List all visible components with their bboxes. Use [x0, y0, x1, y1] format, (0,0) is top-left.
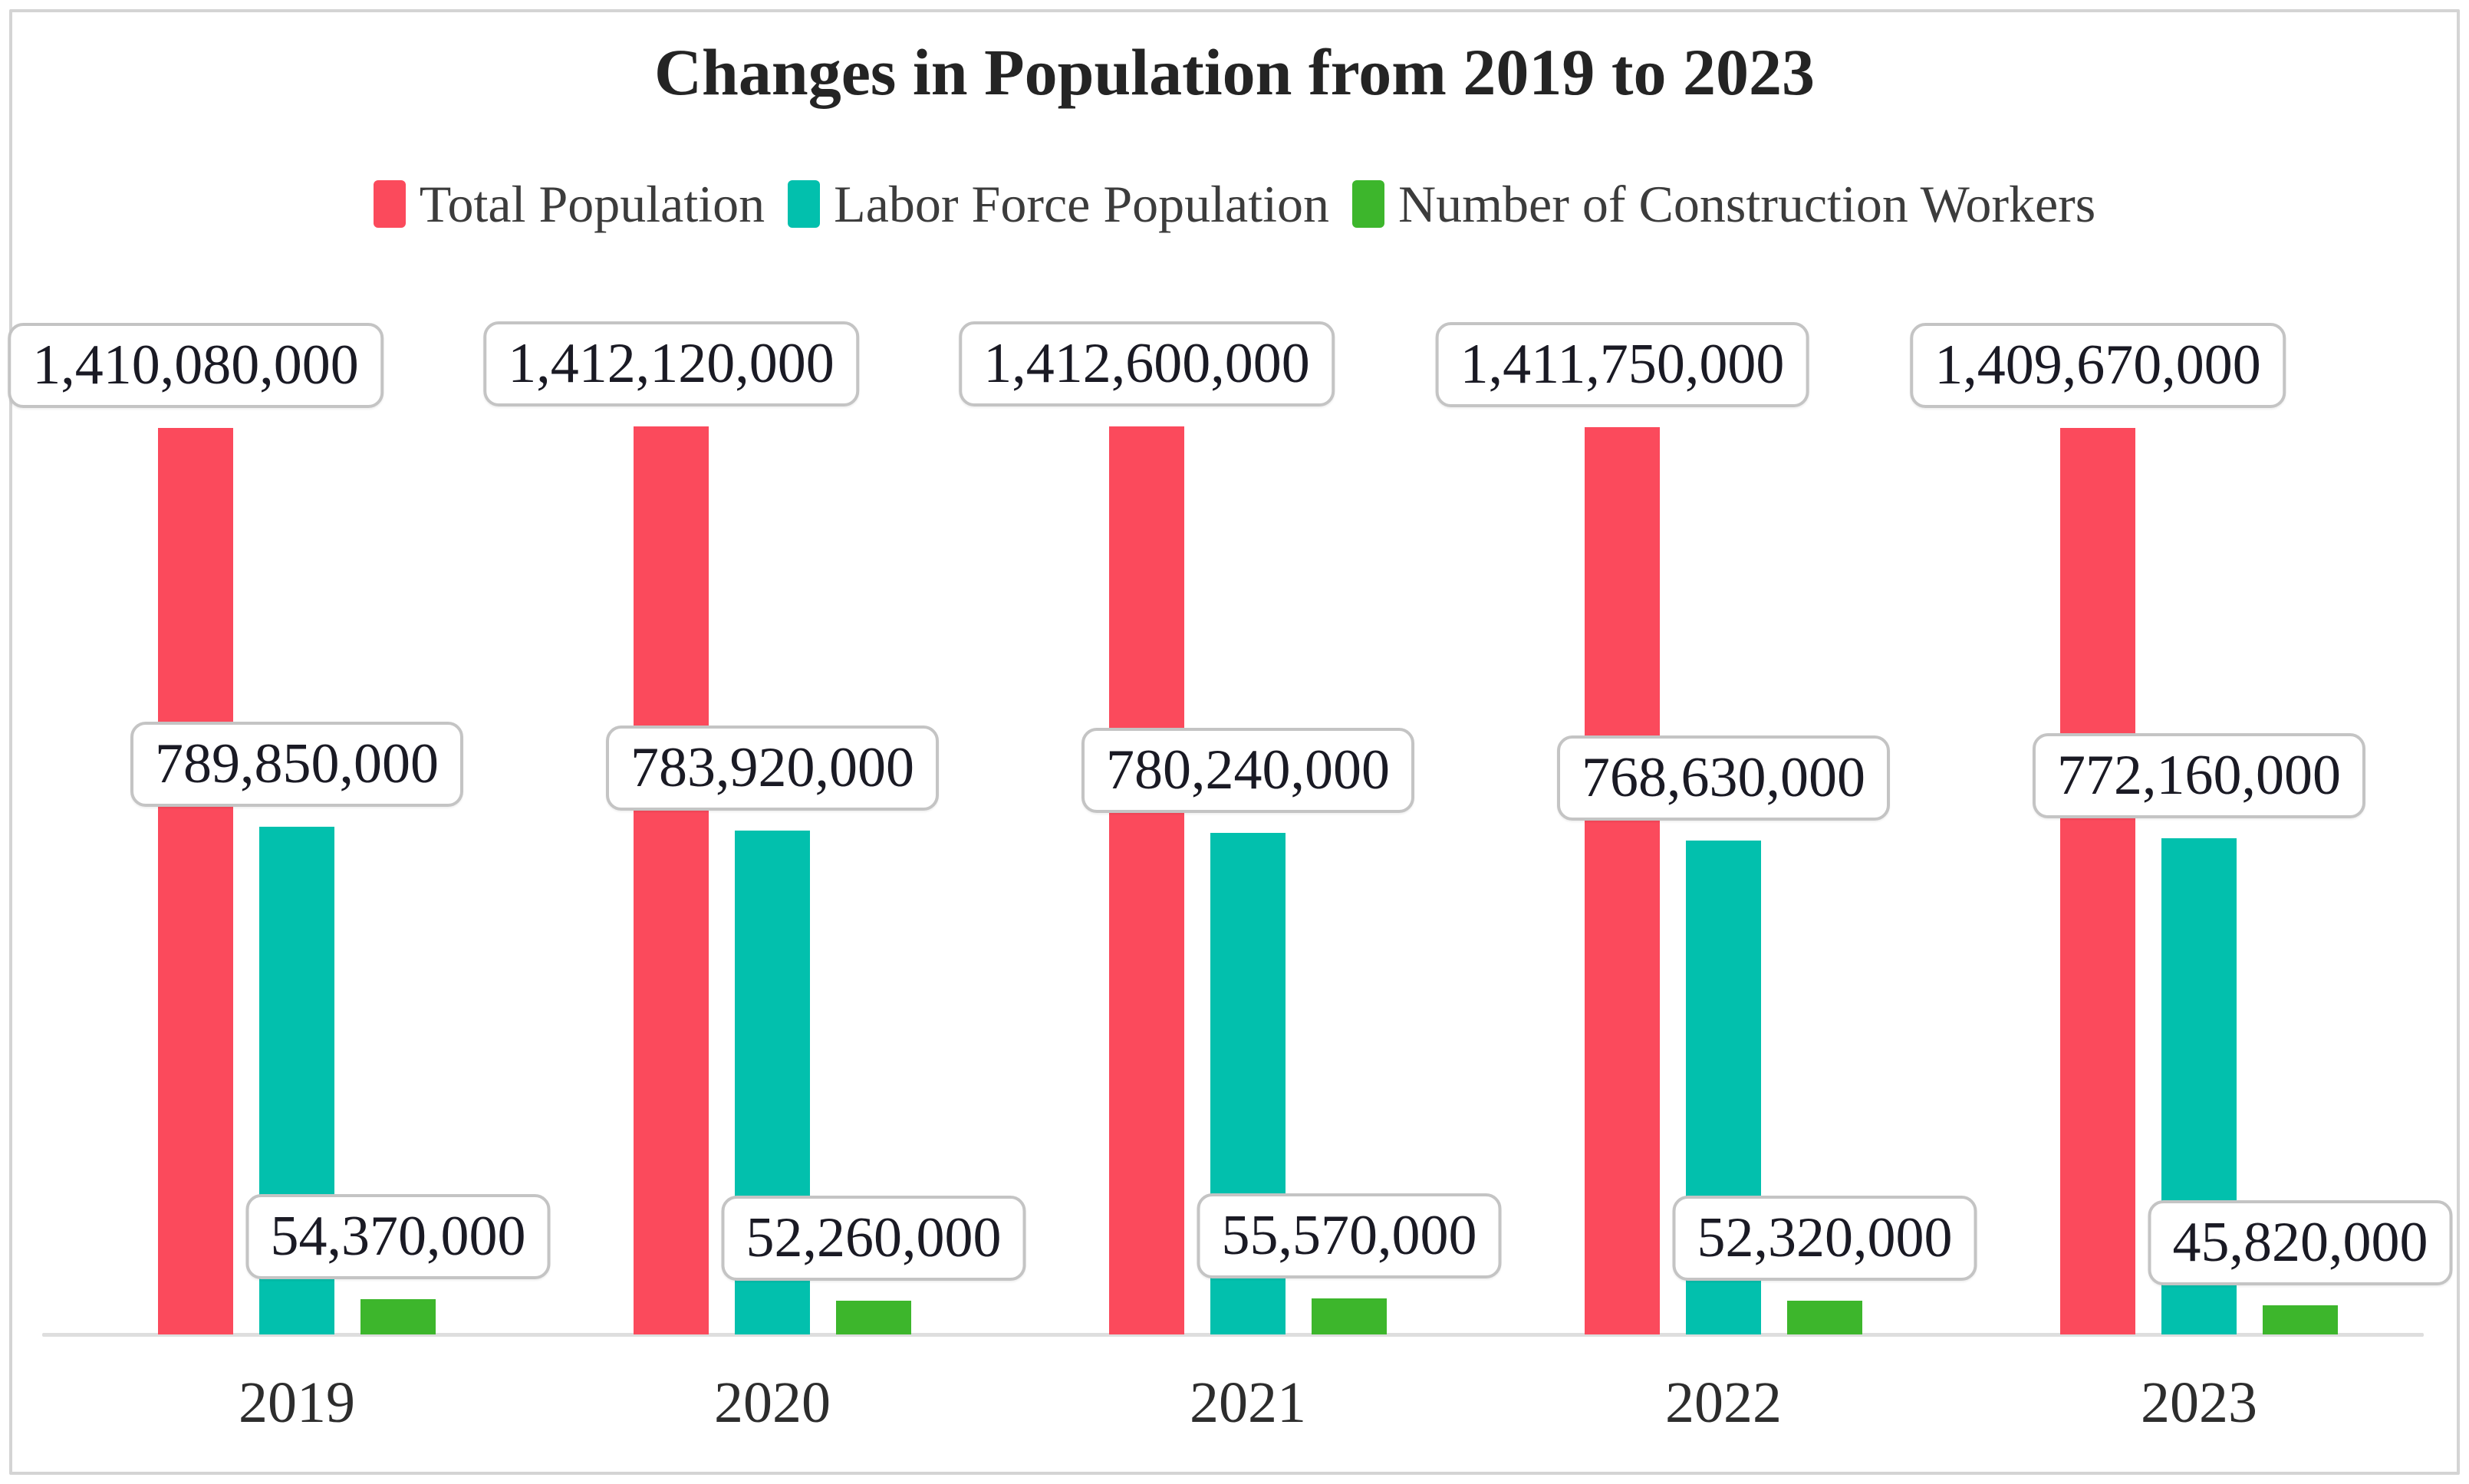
- value-label-labor-force-population-2020: 783,920,000: [606, 725, 939, 811]
- value-label-labor-force-population-2021: 780,240,000: [1081, 727, 1414, 813]
- x-tick-2023: 2023: [2141, 1370, 2257, 1435]
- bar-total-population-2019[interactable]: [158, 428, 233, 1334]
- bar-total-population-2023[interactable]: [2060, 428, 2135, 1334]
- value-label-number-of-construction-workers-2021: 55,570,000: [1197, 1193, 1502, 1278]
- legend-item-labor-force-population[interactable]: Labor Force Population: [788, 178, 1329, 230]
- x-tick-2021: 2021: [1190, 1370, 1306, 1435]
- bar-number-of-construction-workers-2021[interactable]: [1312, 1298, 1387, 1334]
- legend-item-label: Number of Construction Workers: [1398, 175, 2096, 233]
- legend-item-construction-workers[interactable]: Number of Construction Workers: [1352, 178, 2095, 230]
- legend-swatch-icon: [1352, 180, 1385, 228]
- x-axis-line: [42, 1333, 2424, 1337]
- value-label-number-of-construction-workers-2019: 54,370,000: [245, 1193, 551, 1279]
- value-label-total-population-2023: 1,409,670,000: [1910, 322, 2286, 408]
- x-tick-2022: 2022: [1665, 1370, 1782, 1435]
- value-label-total-population-2021: 1,412,600,000: [959, 321, 1335, 406]
- value-label-total-population-2019: 1,410,080,000: [8, 322, 384, 408]
- legend: Total Population Labor Force Population …: [0, 178, 2469, 230]
- value-label-labor-force-population-2023: 772,160,000: [2033, 732, 2365, 818]
- legend-item-label: Total Population: [419, 175, 765, 233]
- bar-total-population-2022[interactable]: [1585, 427, 1660, 1334]
- value-label-total-population-2020: 1,412,120,000: [483, 321, 859, 406]
- bar-total-population-2020[interactable]: [634, 426, 709, 1334]
- value-label-number-of-construction-workers-2022: 52,320,000: [1672, 1195, 1977, 1281]
- value-label-number-of-construction-workers-2020: 52,260,000: [721, 1195, 1026, 1281]
- x-tick-2020: 2020: [714, 1370, 831, 1435]
- value-label-total-population-2022: 1,411,750,000: [1435, 321, 1809, 407]
- x-tick-2019: 2019: [239, 1370, 355, 1435]
- bar-number-of-construction-workers-2022[interactable]: [1787, 1301, 1862, 1334]
- value-label-labor-force-population-2019: 789,850,000: [130, 721, 463, 807]
- bar-number-of-construction-workers-2020[interactable]: [836, 1301, 911, 1334]
- legend-swatch-icon: [373, 180, 406, 228]
- chart-title: Changes in Population from 2019 to 2023: [653, 35, 1816, 109]
- legend-item-label: Labor Force Population: [834, 175, 1330, 233]
- legend-swatch-icon: [788, 180, 821, 228]
- value-label-number-of-construction-workers-2023: 45,820,000: [2148, 1199, 2453, 1285]
- value-label-labor-force-population-2022: 768,630,000: [1557, 735, 1890, 821]
- bar-total-population-2021[interactable]: [1109, 426, 1184, 1334]
- legend-item-total-population[interactable]: Total Population: [373, 175, 765, 233]
- bar-number-of-construction-workers-2019[interactable]: [360, 1299, 436, 1334]
- bar-number-of-construction-workers-2023[interactable]: [2263, 1305, 2338, 1334]
